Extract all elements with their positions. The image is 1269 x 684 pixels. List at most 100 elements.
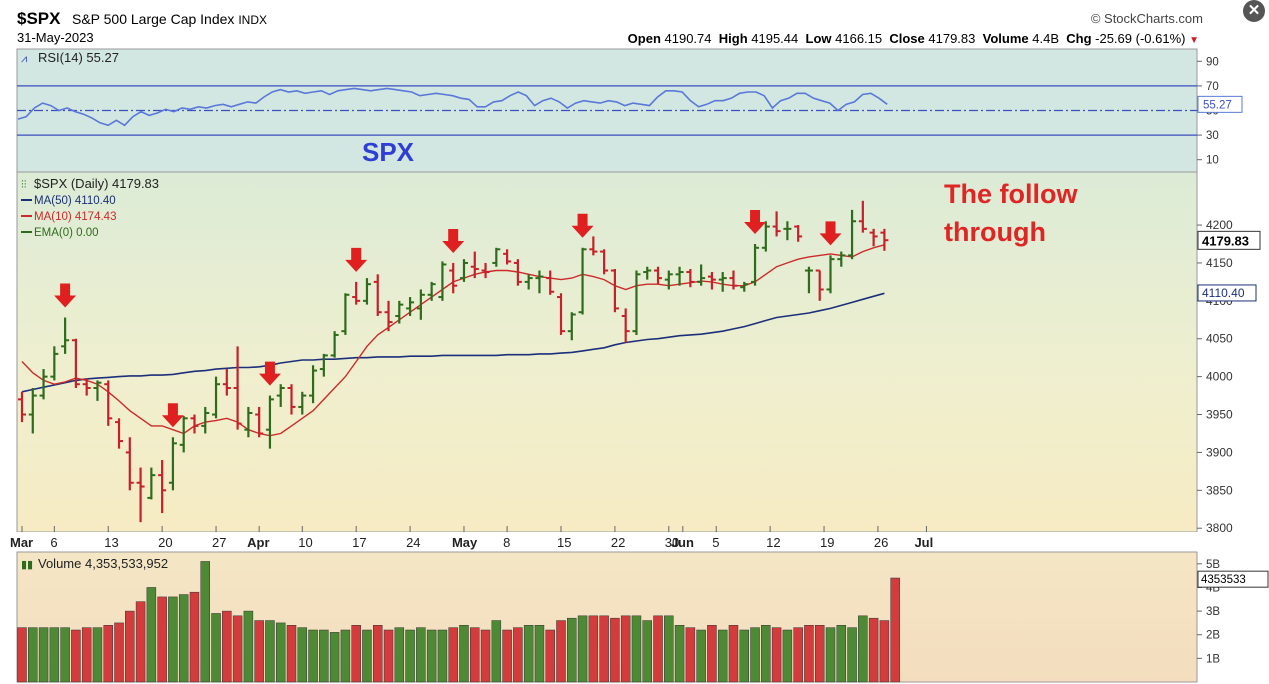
open-label: Open xyxy=(627,31,661,46)
x-tick-label: May xyxy=(452,535,478,550)
volume-bar xyxy=(470,627,480,683)
price-tick-label: 3950 xyxy=(1206,408,1233,422)
down-arrow-marker xyxy=(819,221,842,246)
low-label: Low xyxy=(805,31,832,46)
ohlc-bar xyxy=(707,272,716,290)
ohlc-bar xyxy=(427,281,436,301)
ohlc-bar xyxy=(578,247,587,315)
price-layer: 4200415041004050400039503900385038004179… xyxy=(18,200,1261,535)
ohlc-bar xyxy=(740,281,749,292)
close-icon[interactable]: ✕ xyxy=(1243,0,1265,22)
ohlc-bar xyxy=(610,269,619,313)
volume-bar xyxy=(135,601,146,683)
volume-bar xyxy=(868,617,879,683)
ohlc-bar xyxy=(729,270,738,290)
ohlc-bar xyxy=(352,281,361,305)
volume-bar xyxy=(836,625,847,683)
ohlc-bar xyxy=(449,262,458,294)
ohlc-bar xyxy=(600,249,609,275)
volume-bar xyxy=(178,594,189,683)
follow-through-line-1: The follow xyxy=(944,179,1078,209)
ema-legend: EMA(0) 0.00 xyxy=(34,227,99,239)
close-value-label: 4179.83 xyxy=(1202,233,1249,248)
volume-bar xyxy=(793,627,803,683)
volume-bar xyxy=(383,629,394,683)
volume-bar xyxy=(297,627,308,683)
volume-bar xyxy=(459,625,469,683)
rsi-tick-label: 90 xyxy=(1206,56,1219,68)
volume-bar xyxy=(814,625,825,683)
ohlc-bar xyxy=(61,317,70,354)
x-tick-label: 12 xyxy=(766,535,780,550)
volume-bar xyxy=(189,591,200,683)
ohlc-bar xyxy=(643,266,652,280)
volume-bar xyxy=(556,620,566,683)
volume-tick-label: 1B xyxy=(1206,653,1220,665)
volume-bar xyxy=(879,620,890,683)
ohlc-bar xyxy=(470,251,479,279)
volume-bar xyxy=(362,629,372,683)
brand-logo: © StockCharts.com xyxy=(1090,11,1203,26)
ohlc-bar xyxy=(438,261,447,301)
ohlc-bar xyxy=(869,228,878,247)
ohlc-bar xyxy=(783,221,792,241)
ohlc-bar xyxy=(718,272,727,292)
volume-bar xyxy=(416,627,426,683)
ohlc-bar xyxy=(201,406,210,434)
rsi-tick-label: 10 xyxy=(1206,155,1219,167)
volume-bar xyxy=(491,620,502,683)
ohlc-bar xyxy=(233,346,242,430)
x-tick-label: 8 xyxy=(503,535,510,550)
price-tick-label: 4200 xyxy=(1206,218,1233,232)
volume-label: Volume xyxy=(982,31,1029,46)
ohlc-bar xyxy=(71,338,80,388)
volume-bar xyxy=(103,625,113,683)
volume-bar xyxy=(286,625,297,683)
volume-bar xyxy=(448,627,458,683)
volume-bar xyxy=(847,627,857,683)
exchange-code: INDX xyxy=(238,13,267,27)
volume-bar xyxy=(534,625,545,683)
ohlc-bar xyxy=(190,414,199,434)
volume-bar xyxy=(480,629,491,683)
ohlc-bar xyxy=(39,369,48,400)
volume-bar xyxy=(114,622,124,683)
volume-bar xyxy=(610,617,620,683)
volume-bar xyxy=(825,627,836,683)
volume-bar xyxy=(599,615,609,683)
volume-bar xyxy=(513,627,523,683)
volume-bar xyxy=(577,615,588,683)
open-value: 4190.74 xyxy=(664,31,712,46)
down-arrow-marker xyxy=(258,361,281,386)
volume-tick-label: 2B xyxy=(1206,630,1220,642)
ma50-legend: MA(50) 4110.40 xyxy=(34,195,116,207)
volume-bar xyxy=(38,627,49,683)
x-tick-label: 17 xyxy=(352,535,366,550)
ohlc-bar xyxy=(147,467,156,500)
chg-label: Chg xyxy=(1066,31,1092,46)
ticker-symbol: $SPX xyxy=(17,9,61,28)
volume-bar xyxy=(222,610,232,683)
ohlc-bar xyxy=(416,289,425,320)
volume-bar xyxy=(674,625,685,683)
ma50-value-box xyxy=(1197,284,1257,302)
spx-annotation: SPX xyxy=(362,137,415,167)
follow-through-line-2: through xyxy=(944,217,1046,247)
volume-legend: Volume 4,353,533,952 xyxy=(38,556,168,571)
rsi-line xyxy=(17,87,888,127)
ohlc-bar xyxy=(481,262,490,279)
x-tick-label: 13 xyxy=(104,535,118,550)
volume-bar xyxy=(782,629,793,683)
volume-bar xyxy=(588,615,599,683)
volume-bar xyxy=(696,629,706,683)
ohlc-bar xyxy=(880,228,889,251)
volume-bar xyxy=(394,627,405,683)
x-tick-label: 5 xyxy=(712,535,719,550)
index-full-name: S&P 500 Large Cap Index xyxy=(72,11,235,27)
chart-date: 31-May-2023 xyxy=(17,30,94,45)
low-value: 4166.15 xyxy=(835,31,883,46)
volume-bar xyxy=(426,629,437,683)
volume-bar xyxy=(157,596,167,683)
